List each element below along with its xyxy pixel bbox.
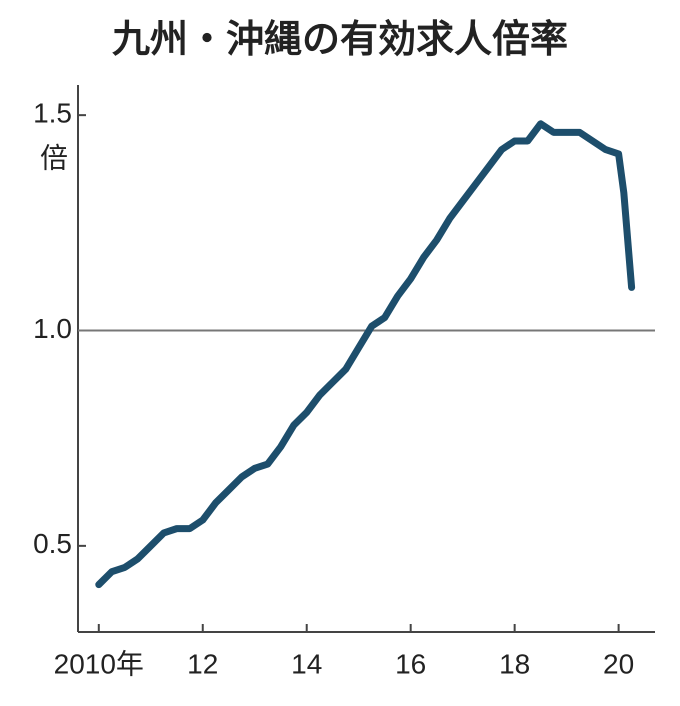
x-tick-label: 2010年 (54, 648, 144, 679)
y-tick-label: 1.0 (33, 313, 72, 344)
line-series (95, 120, 636, 589)
y-unit: 倍 (40, 142, 68, 173)
y-tick-label: 1.5 (33, 98, 72, 129)
x-tick-label: 20 (603, 648, 634, 679)
y-tick-label: 0.5 (33, 528, 72, 559)
x-tick-label: 12 (187, 648, 218, 679)
chart-title: 九州・沖縄の有効求人倍率 (112, 19, 568, 61)
x-tick-label: 14 (291, 648, 322, 679)
x-tick-label: 16 (395, 648, 426, 679)
x-tick-label: 18 (499, 648, 530, 679)
